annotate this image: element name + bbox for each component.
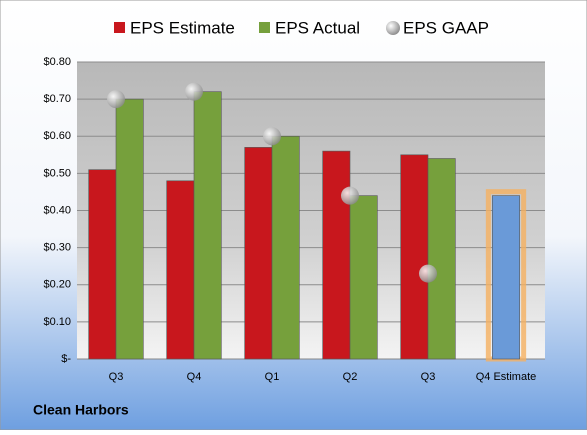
bar xyxy=(115,98,144,360)
legend-marker xyxy=(114,22,125,33)
bar xyxy=(322,150,351,360)
y-tick-label: $0.80 xyxy=(43,56,71,68)
y-tick-label: $0.60 xyxy=(43,130,71,142)
bar xyxy=(492,195,520,360)
gaap-marker xyxy=(263,127,281,146)
footer: Clean Harbors xyxy=(33,402,129,418)
bar xyxy=(271,135,300,360)
x-tick-label: Q2 xyxy=(343,371,358,383)
y-tick-label: $0.10 xyxy=(43,316,71,328)
gaap-marker xyxy=(185,82,203,101)
y-tick-label: $0.70 xyxy=(43,93,71,105)
x-tick-label: Q3 xyxy=(421,371,436,383)
x-tick-label: Q4 Estimate xyxy=(476,371,537,383)
bar xyxy=(166,180,195,360)
y-tick-label: $0.40 xyxy=(43,204,71,216)
gaap-marker xyxy=(107,90,125,109)
bar xyxy=(427,158,456,360)
x-tick-label: Q1 xyxy=(265,371,280,383)
bar xyxy=(400,154,429,360)
bar xyxy=(244,147,273,360)
y-tick-label: $0.50 xyxy=(43,167,71,179)
x-tick-label: Q4 xyxy=(187,371,202,383)
legend-marker xyxy=(259,22,270,33)
bar xyxy=(349,195,378,360)
y-tick-label: $0.30 xyxy=(43,242,71,254)
legend-label: EPS GAAP xyxy=(403,18,489,37)
gaap-marker xyxy=(341,186,359,205)
y-tick-label: $0.20 xyxy=(43,279,71,291)
x-tick-label: Q3 xyxy=(109,371,124,383)
legend-label: EPS Estimate xyxy=(130,18,235,37)
bar xyxy=(88,169,117,360)
bar xyxy=(193,91,222,360)
legend-label: EPS Actual xyxy=(275,18,360,37)
gaap-marker xyxy=(419,264,437,283)
legend-marker xyxy=(386,21,400,35)
y-tick-label: $- xyxy=(61,353,71,365)
